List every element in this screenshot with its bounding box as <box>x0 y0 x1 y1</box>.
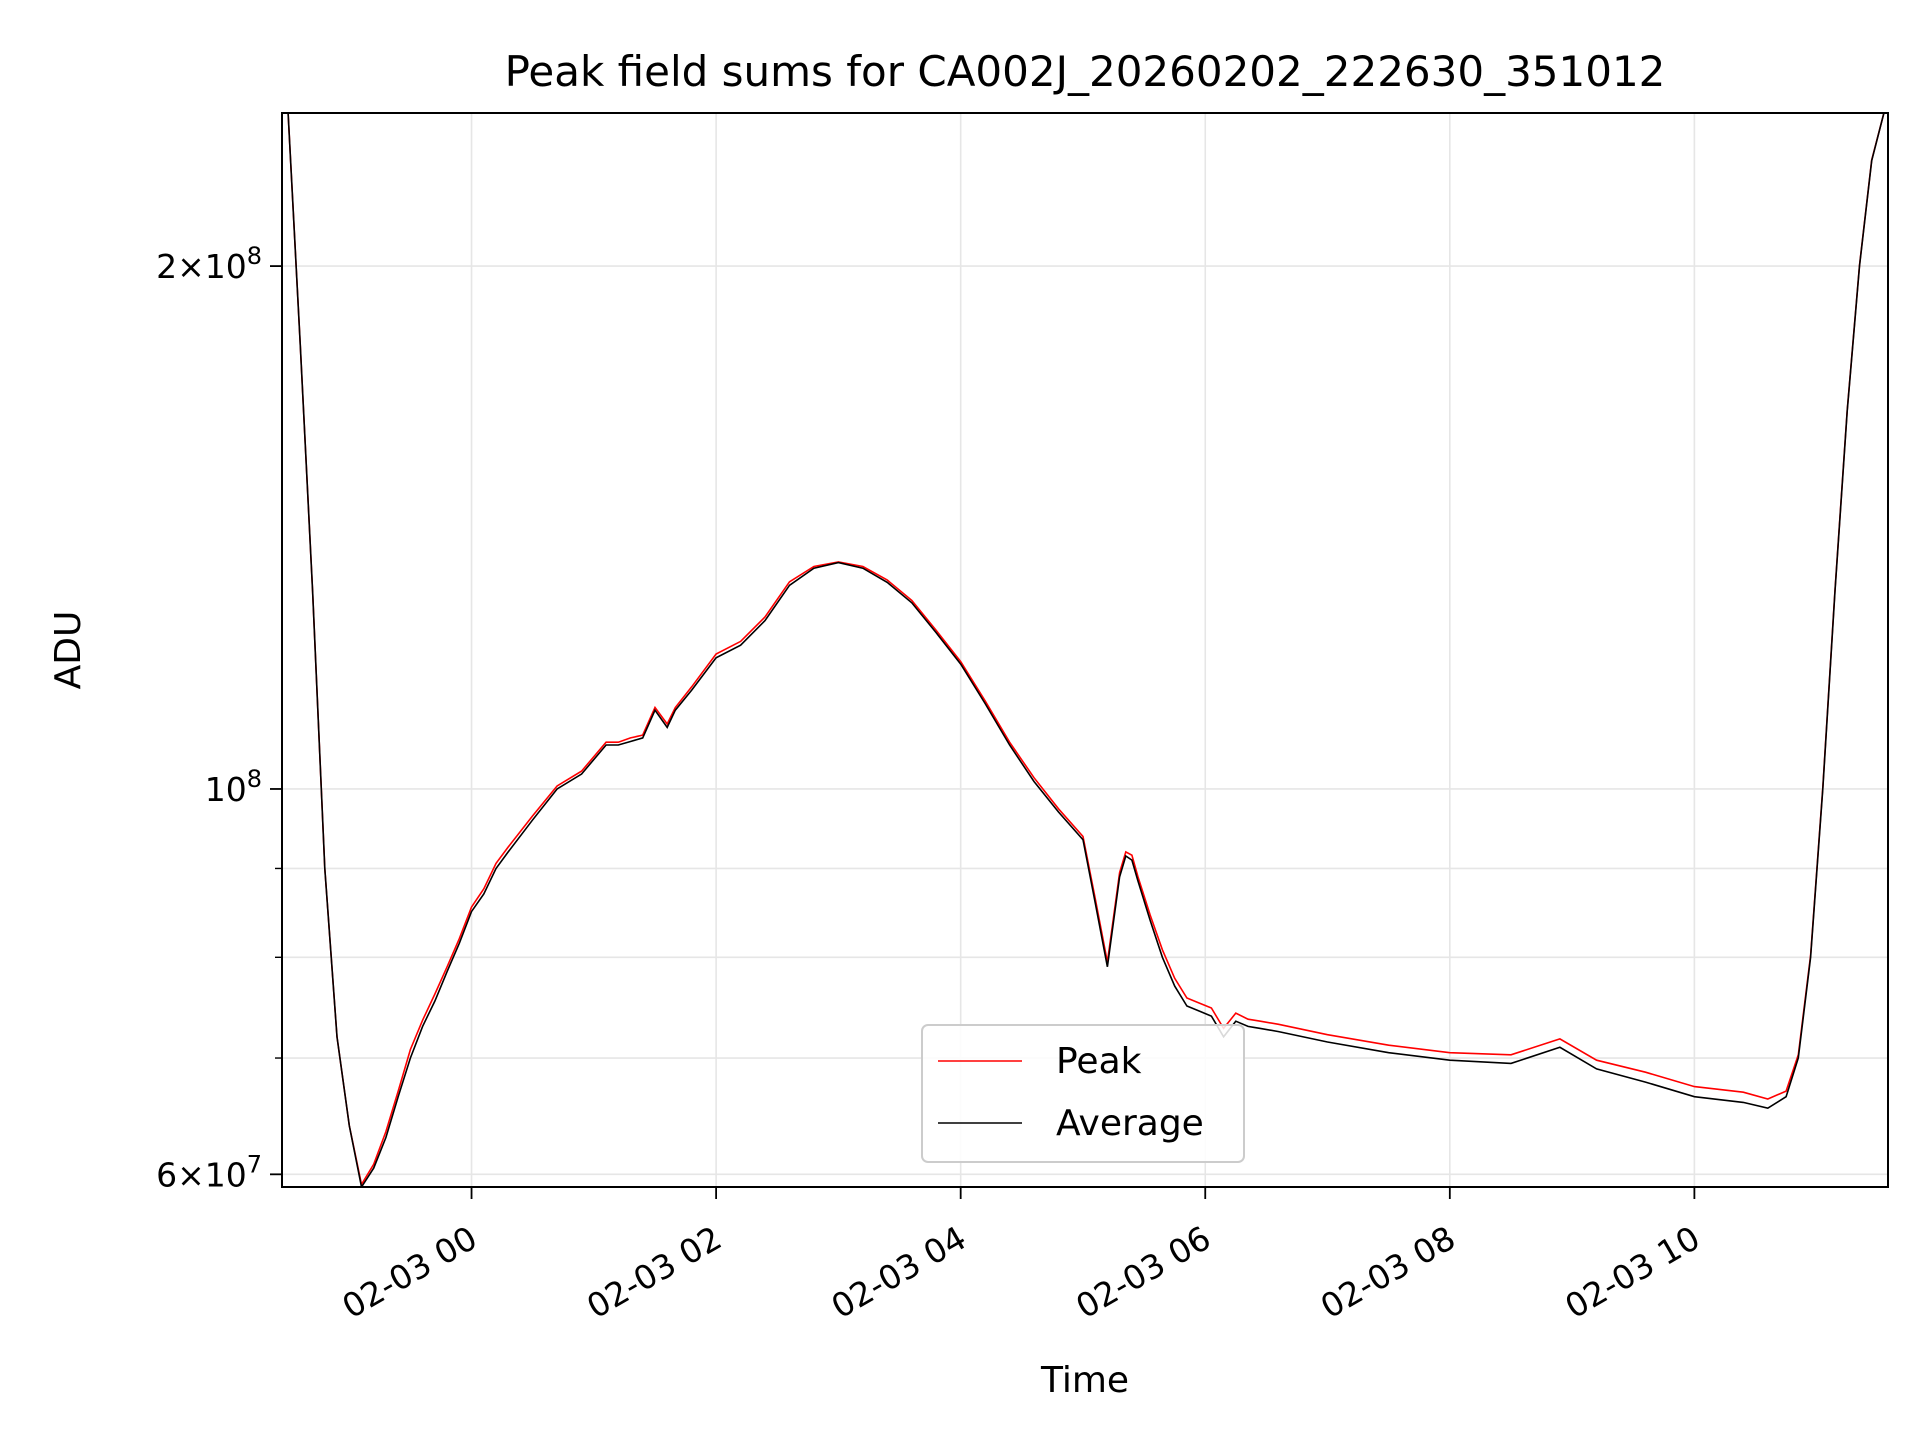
y-axis-label: ADU <box>48 611 89 690</box>
grid <box>282 113 1888 1187</box>
y-tick-label: 6×107 <box>156 1150 262 1194</box>
axes-frame <box>281 112 1889 1188</box>
chart-title: Peak field sums for CA002J_20260202_2226… <box>505 47 1666 96</box>
ticks: 02-03 00 02-03 02 02-03 04 02-03 06 02-03 08… <box>156 242 1706 1326</box>
x-tick-label: 02-03 10 <box>1558 1218 1706 1326</box>
x-tick-label: 02-03 00 <box>336 1218 484 1326</box>
x-tick-label: 02-03 04 <box>825 1218 973 1326</box>
series-line-average <box>287 113 1885 1187</box>
x-tick-label: 02-03 02 <box>580 1218 728 1326</box>
legend-label-peak: Peak <box>1056 1041 1142 1082</box>
legend-label-average: Average <box>1056 1103 1204 1144</box>
legend: Peak Average <box>921 1024 1245 1163</box>
plot-area <box>287 113 1885 1187</box>
y-tick-label: 108 <box>205 765 262 809</box>
x-tick-label: 02-03 08 <box>1314 1218 1462 1326</box>
y-tick-label: 2×108 <box>156 242 262 286</box>
series-line-peak <box>287 113 1885 1187</box>
x-axis-label: Time <box>1040 1360 1129 1401</box>
legend-box <box>921 1024 1245 1163</box>
x-tick-label: 02-03 06 <box>1069 1218 1217 1326</box>
